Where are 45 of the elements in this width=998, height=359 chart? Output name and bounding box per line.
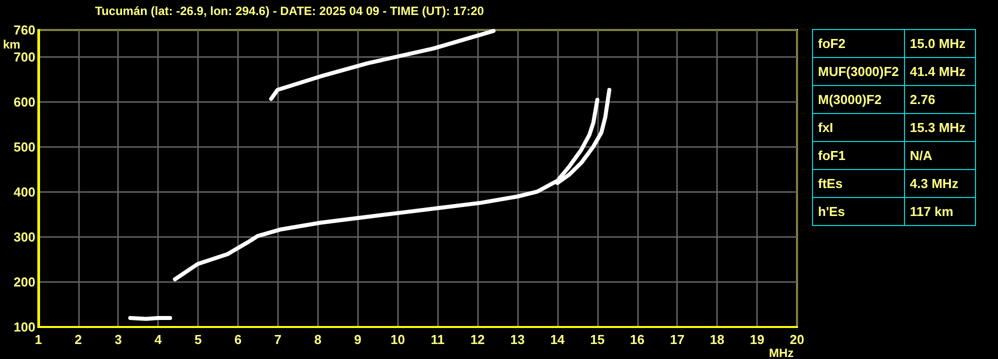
text: foF2 xyxy=(812,30,904,58)
y-tick-label: 600 xyxy=(14,94,36,110)
y-tick-label: 500 xyxy=(14,140,36,154)
y-tick-label: 760 xyxy=(14,22,36,38)
x-tick-label: 19 xyxy=(750,332,764,347)
text: N/A xyxy=(904,142,976,170)
text: fxI xyxy=(812,114,904,142)
y-tick-label: 400 xyxy=(14,184,36,200)
x-tick-label: 10 xyxy=(390,332,405,347)
y-tick-label: 100 xyxy=(14,320,36,334)
text: M(3000)F2 xyxy=(812,86,904,114)
x-tick-label: 13 xyxy=(510,332,525,347)
x-tick-label: 4 xyxy=(154,332,163,347)
text: foF1 xyxy=(812,142,904,170)
text: h'Es xyxy=(812,198,904,226)
text: ftEs xyxy=(812,170,904,198)
text: 15.0 MHz xyxy=(904,30,976,58)
y-tick-label: 300 xyxy=(14,230,36,244)
x-tick-label: 7 xyxy=(274,332,282,347)
x-tick-label: 16 xyxy=(630,332,645,347)
text: 15.3 MHz xyxy=(904,114,976,142)
x-tick-label: 14 xyxy=(550,332,566,347)
x-axis-title: MHz xyxy=(769,346,794,359)
text: 117 km xyxy=(904,198,976,226)
y-tick-label: 700 xyxy=(14,50,36,64)
x-tick-label: 8 xyxy=(314,332,322,347)
text: 2.76 xyxy=(904,86,976,114)
x-tick-label: 2 xyxy=(74,332,82,347)
y-axis-title: km xyxy=(3,38,20,52)
x-tick-label: 3 xyxy=(114,332,122,347)
x-tick-label: 9 xyxy=(354,332,362,347)
x-tick-label: 15 xyxy=(590,332,605,347)
x-tick-label: 12 xyxy=(470,332,485,347)
x-tick-label: 5 xyxy=(194,332,202,347)
chart-title: Tucumán (lat: -26.9, lon: 294.6) - DATE: 2025 04 09 - TIME (UT): 17:20 xyxy=(95,4,484,18)
x-tick-label: 20 xyxy=(790,332,804,347)
y-tick-label: 200 xyxy=(14,274,36,290)
x-tick-label: 6 xyxy=(234,332,242,347)
text: 4.3 MHz xyxy=(904,170,976,198)
x-tick-label: 11 xyxy=(430,332,445,347)
text: MUF(3000)F2 xyxy=(812,58,904,86)
x-tick-label: 18 xyxy=(710,332,724,347)
text: 41.4 MHz xyxy=(904,58,976,86)
x-tick-label: 1 xyxy=(34,332,42,347)
x-tick-label: 17 xyxy=(670,332,684,347)
